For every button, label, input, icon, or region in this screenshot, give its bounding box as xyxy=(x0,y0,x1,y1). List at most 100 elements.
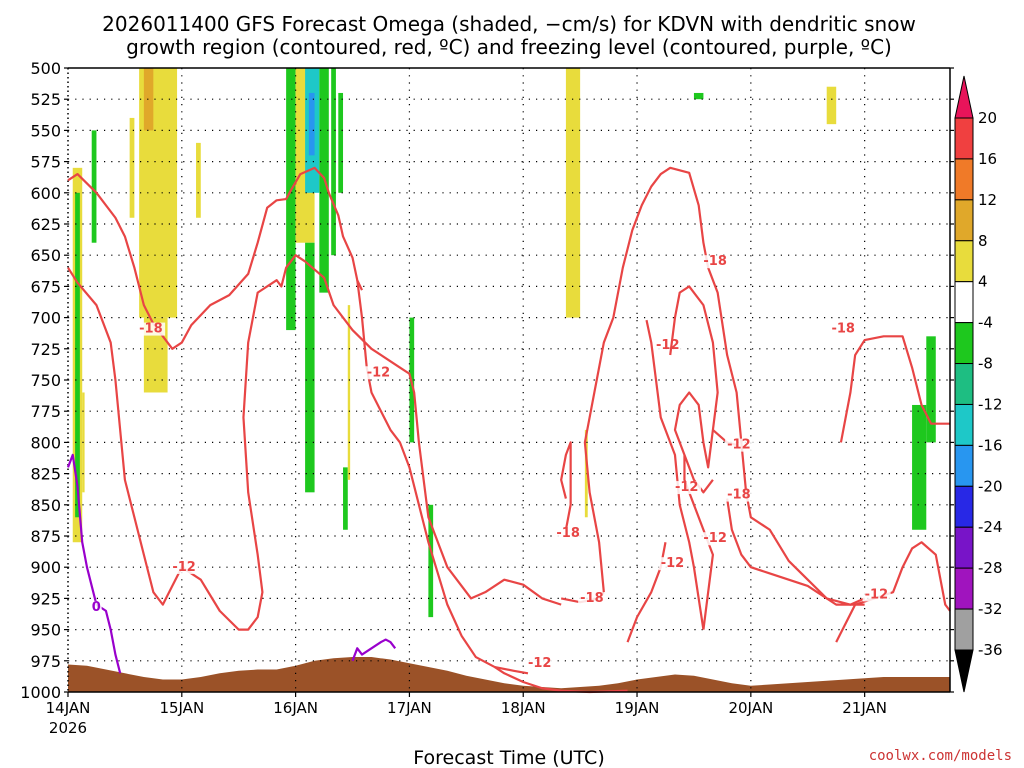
y-tick-label: 825 xyxy=(30,465,61,484)
y-tick-label: 875 xyxy=(30,527,61,546)
omega-shade-region xyxy=(912,404,927,530)
colorbar-tick-label: 20 xyxy=(978,109,997,127)
dgz-contour-line xyxy=(560,441,572,530)
dgz-contour-label-bg xyxy=(578,592,607,606)
dgz-contour-label: -12 xyxy=(528,656,552,671)
colorbar-box xyxy=(954,485,974,528)
colorbar-tick-label: -28 xyxy=(978,559,1003,577)
omega-shade-region xyxy=(826,86,837,125)
omega-shade-region xyxy=(305,242,315,493)
dgz-contour-label-bg xyxy=(554,527,583,541)
colorbar-bottom-triangle xyxy=(954,649,974,693)
omega-shade-region xyxy=(129,117,135,218)
colorbar-box xyxy=(954,363,974,405)
dgz-contour-line xyxy=(726,498,865,606)
colorbar-top-triangle xyxy=(954,75,974,119)
y-tick-label: 775 xyxy=(30,402,61,421)
dgz-contour-line xyxy=(67,166,363,350)
y-tick-label: 975 xyxy=(30,652,61,671)
omega-shade-region xyxy=(347,305,351,480)
omega-shade-region xyxy=(343,467,348,530)
dgz-contour-label: -18 xyxy=(580,591,604,606)
freezing-level-contour-label: 0 xyxy=(92,600,101,615)
colorbar-tick-label: -24 xyxy=(978,518,1003,536)
dgz-contour-label-bg xyxy=(654,338,682,352)
x-tick-label: 14JAN xyxy=(46,699,91,717)
contour-lines: -18 -12 -12 -12 -18 -18 -18 -12 -12 -12 -12 -12 -18 -… xyxy=(66,166,951,694)
colorbar-tick-label: -20 xyxy=(978,477,1003,495)
dgz-contour-label-bg xyxy=(672,481,701,495)
omega-shade-region xyxy=(584,429,588,518)
y-tick-label: 900 xyxy=(30,558,61,577)
colorbar-tick-label: -16 xyxy=(978,436,1003,454)
dgz-contour-label-bg xyxy=(525,657,554,671)
colorbar-tick-label: -8 xyxy=(978,355,993,373)
dgz-contour-label-bg xyxy=(862,588,891,602)
omega-shade-region xyxy=(693,92,704,100)
dgz-contour-label-bg xyxy=(725,488,754,502)
y-tick-label: 675 xyxy=(30,277,61,296)
chart-title-line-1: 2026011400 GFS Forecast Omega (shaded, −… xyxy=(102,12,916,36)
colorbar-tick-label: -32 xyxy=(978,600,1003,618)
y-tick-label: 625 xyxy=(30,215,61,234)
colorbar-box xyxy=(954,608,974,651)
chart-title: 2026011400 GFS Forecast Omega (shaded, −… xyxy=(102,12,916,59)
dgz-contour-label-bg xyxy=(170,560,199,574)
colorbar-box xyxy=(954,444,974,487)
axes: 500 525 550 575 600 625 650 675 700 725 750 775 800 8… xyxy=(20,59,954,737)
x-tick-label: 20JAN xyxy=(728,699,773,717)
surface-terrain xyxy=(68,657,950,692)
dgz-contour-line xyxy=(67,254,562,631)
dgz-contour-label: -18 xyxy=(703,254,727,269)
dgz-contour-label-bg xyxy=(725,438,754,452)
colorbar-tick-label: 4 xyxy=(978,273,988,291)
y-tick-label: 950 xyxy=(30,621,61,640)
colorbar-box xyxy=(954,281,974,324)
colorbar-tick-label: -4 xyxy=(978,314,993,332)
dgz-contour-label: -18 xyxy=(831,322,855,337)
dgz-contour-label-bg xyxy=(829,322,858,336)
y-tick-label: 725 xyxy=(30,340,61,359)
colorbar-box xyxy=(954,403,974,446)
dgz-contour-line xyxy=(494,665,529,675)
dgz-contour-label-bg xyxy=(658,557,687,571)
omega-shading xyxy=(72,68,936,618)
omega-shade-region xyxy=(331,68,336,256)
y-tick-label: 800 xyxy=(30,433,61,452)
omega-shade-region xyxy=(91,130,97,243)
dgz-contour-label: -18 xyxy=(727,488,751,503)
dgz-contour-label-bg xyxy=(701,255,730,269)
colorbar-box xyxy=(954,117,974,160)
y-tick-label: 1000 xyxy=(20,683,61,702)
y-tick-label: 600 xyxy=(30,184,61,203)
dgz-contour-label: -12 xyxy=(727,438,751,453)
omega-shade-region xyxy=(286,68,296,331)
y-tick-label: 525 xyxy=(30,90,61,109)
freezing-level-contour-line xyxy=(351,638,397,662)
omega-shade-region xyxy=(338,92,344,193)
freezing-level-contour-line xyxy=(66,453,122,674)
colorbar-box xyxy=(954,322,974,365)
colorbar-box xyxy=(954,240,974,283)
omega-shade-region xyxy=(308,92,315,156)
credit-link[interactable]: coolwx.com/models xyxy=(869,748,1012,764)
x-tick-label: 19JAN xyxy=(615,699,660,717)
dgz-contour-label: -12 xyxy=(656,338,680,353)
omega-shade-region xyxy=(143,68,154,131)
omega-shade-region xyxy=(428,504,434,618)
dgz-contour-label: -12 xyxy=(675,480,699,495)
dgz-contour-line xyxy=(835,541,951,643)
x-tick-label: 18JAN xyxy=(501,699,546,717)
x-tick-label: 17JAN xyxy=(387,699,432,717)
colorbar-tick-label: 12 xyxy=(978,191,997,209)
x-tick-label: 21JAN xyxy=(842,699,887,717)
dgz-contour-label: -18 xyxy=(556,526,580,541)
dgz-contour-label-bg xyxy=(137,322,166,336)
dgz-contour-label: -18 xyxy=(139,322,163,337)
y-tick-label: 925 xyxy=(30,589,61,608)
x-tick-label: 16JAN xyxy=(273,699,318,717)
dgz-contour-label: -12 xyxy=(661,556,685,571)
y-tick-label: 550 xyxy=(30,121,61,140)
dgz-contour-line xyxy=(583,166,866,606)
